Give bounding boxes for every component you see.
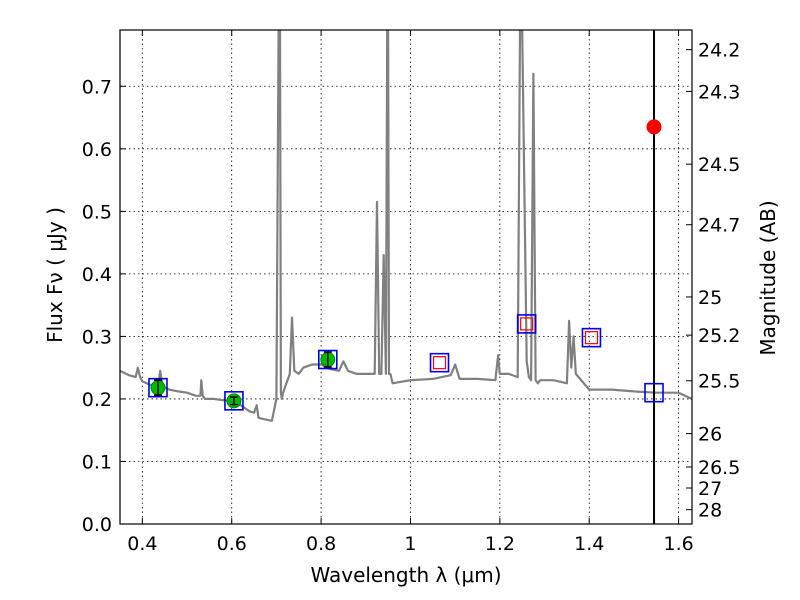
y2-tick-label: 27 (698, 478, 722, 500)
y2-tick-label: 24.7 (698, 215, 740, 237)
y2-tick-label: 25.5 (698, 371, 740, 393)
y-tick-label: 0.5 (82, 201, 112, 223)
x-tick-label: 0.4 (127, 533, 157, 555)
model-band-marker (644, 382, 664, 403)
x-tick-label: 1.4 (574, 533, 604, 555)
y-tick-label: 0.2 (82, 389, 112, 411)
y-tick-label: 0.3 (82, 326, 112, 348)
upper-limit-marker (584, 331, 599, 345)
y-axis-title: Flux Fν ( μJy ) (43, 207, 67, 343)
upper-limit-marker (432, 356, 447, 370)
y2-tick-label: 25.2 (698, 325, 740, 347)
y2-axis-title: Magnitude (AB) (756, 200, 780, 355)
y2-tick-label: 24.5 (698, 154, 740, 176)
x-tick-label: 0.6 (217, 533, 247, 555)
y2-tick-label: 25 (698, 287, 722, 309)
y2-tick-label: 24.3 (698, 81, 740, 103)
y-tick-label: 0.0 (82, 514, 112, 536)
y2-tick-label: 26 (698, 424, 722, 446)
x-tick-label: 1.2 (485, 533, 515, 555)
x-tick-label: 1.6 (663, 533, 693, 555)
model-band-marker (429, 352, 450, 373)
y-tick-label: 0.4 (82, 264, 112, 286)
model-band-marker (516, 314, 537, 334)
model-band-marker (317, 349, 338, 370)
spectrum-layer (120, 30, 692, 422)
x-tick-label: 0.8 (306, 533, 336, 555)
photometry-layer (148, 119, 664, 411)
x-tick-label: 1 (404, 533, 416, 555)
y2-tick-label: 26.5 (698, 457, 740, 479)
plot-frame (119, 29, 693, 525)
model-band-marker (224, 391, 244, 411)
y2-tick-label: 24.2 (698, 40, 740, 62)
spectrum-line (120, 30, 692, 422)
y-tick-label: 0.6 (82, 139, 112, 161)
model-band-marker (148, 377, 168, 398)
y-tick-label: 0.1 (82, 451, 112, 473)
highlight-flux-point (646, 119, 662, 135)
y2-tick-label: 28 (698, 500, 722, 522)
axis-ticks: 0.4 0.6 0.8 1 1.2 1.4 1.6 0.0 0.1 0.2 0.3 0.4 0.5 0.6… (82, 30, 740, 555)
model-band-marker (581, 327, 602, 348)
x-axis-title: Wavelength λ (μm) (310, 563, 501, 587)
y-tick-label: 0.7 (82, 76, 112, 98)
grid-lines (120, 30, 692, 524)
upper-limit-marker (520, 317, 534, 331)
